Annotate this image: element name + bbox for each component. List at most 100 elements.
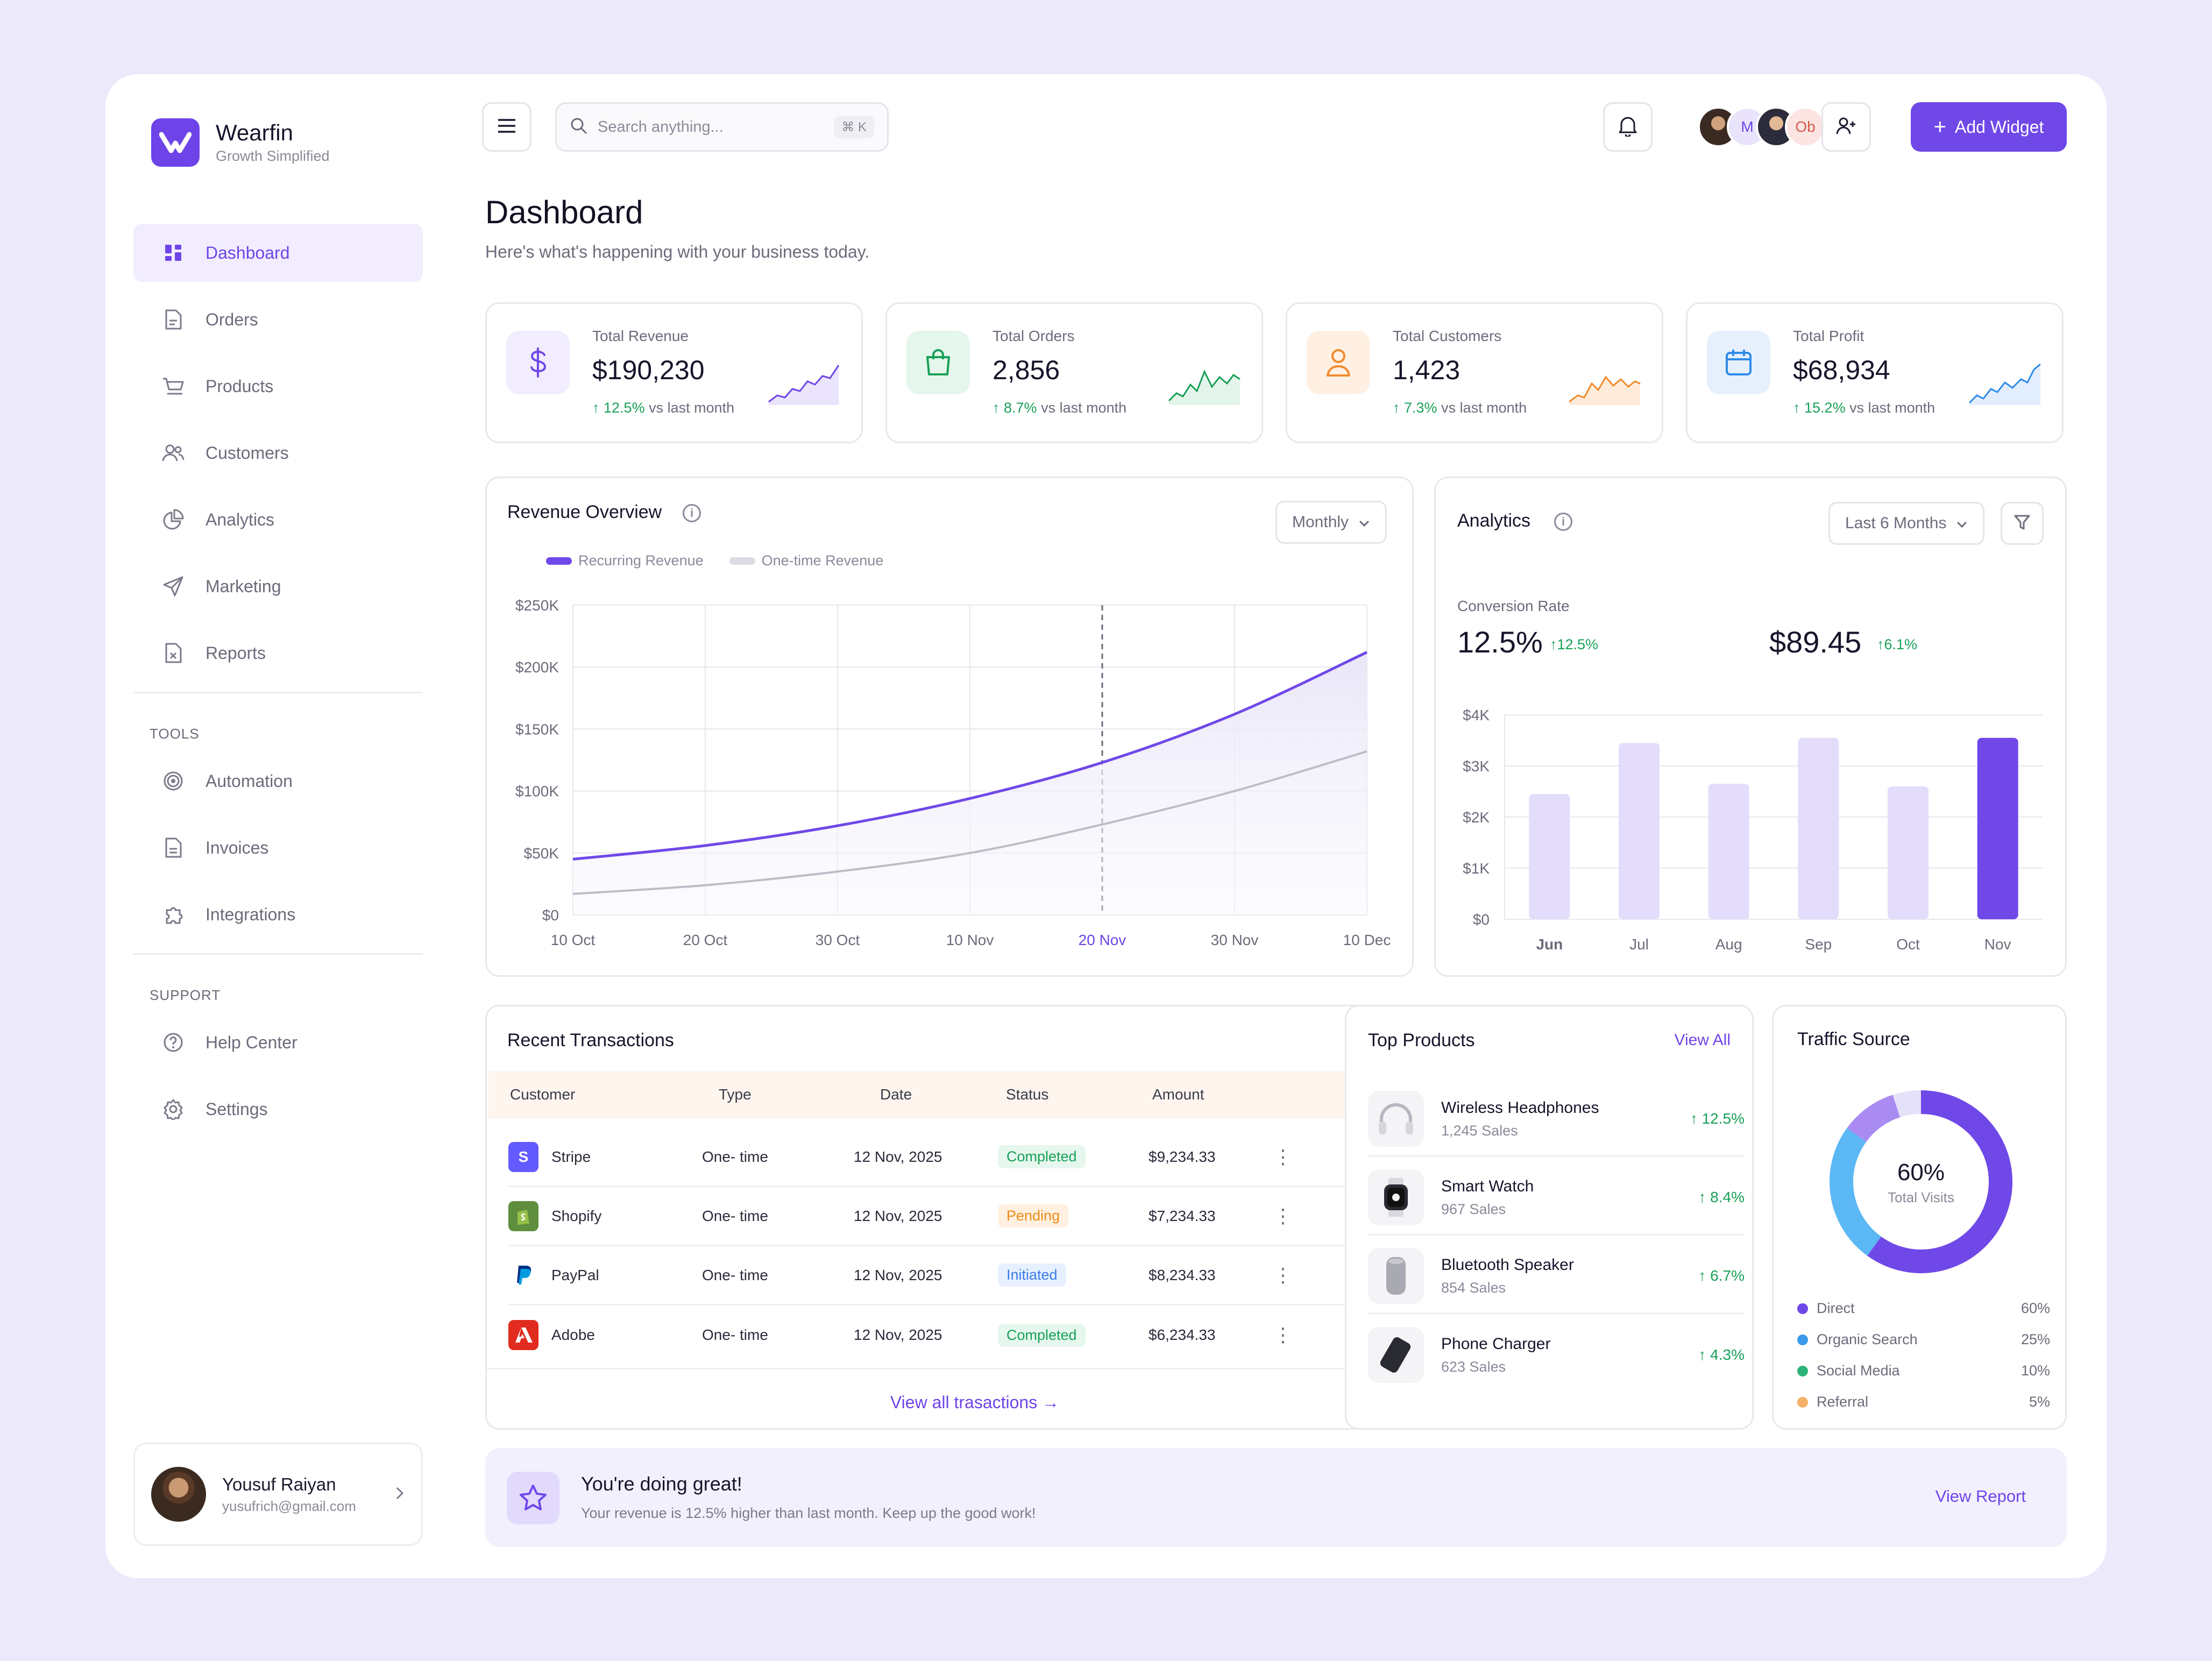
status-badge: Initiated — [998, 1264, 1066, 1287]
calendar-icon — [1707, 331, 1770, 394]
arrow-up-icon: ↑ — [992, 400, 1004, 416]
stat-card-orders[interactable]: Total Orders 2,856 ↑ 8.7% vs last month — [885, 302, 1263, 443]
hamburger-icon — [496, 118, 517, 137]
report-icon — [161, 641, 185, 665]
sidebar-item-help-center[interactable]: Help Center — [133, 1013, 423, 1071]
stat-label: Total Customers — [1393, 328, 1502, 344]
sidebar-item-label: Settings — [205, 1099, 268, 1119]
x-tick-label: 10 Nov — [946, 932, 994, 948]
sidebar-item-invoices[interactable]: Invoices — [133, 819, 423, 877]
product-sales: 1,245 Sales — [1441, 1122, 1518, 1139]
info-icon[interactable]: i — [1554, 513, 1572, 531]
sidebar-item-orders[interactable]: Orders — [133, 290, 423, 349]
sidebar-item-automation[interactable]: Automation — [133, 752, 423, 810]
recent-transactions-card: Recent Transactions Customer Type Date S… — [485, 1005, 1464, 1430]
arrow-up-icon: ↑ — [1698, 1188, 1711, 1205]
dollar-icon — [506, 331, 570, 394]
traffic-donut-chart — [1830, 1090, 2012, 1273]
y-tick-label: $2K — [1463, 809, 1490, 826]
shopify-logo-icon — [508, 1201, 538, 1231]
transaction-amount: $7,234.33 — [1148, 1207, 1216, 1224]
brand[interactable]: Wearfin Growth Simplified — [151, 118, 330, 167]
metric-change: ↑12.5% — [1550, 636, 1599, 652]
add-user-button[interactable] — [1821, 102, 1871, 152]
table-row[interactable]: Adobe One- time 12 Nov, 2025 Completed $… — [508, 1305, 1444, 1365]
table-row[interactable]: PayPal One- time 12 Nov, 2025 Initiated … — [508, 1246, 1444, 1305]
sidebar-item-products[interactable]: Products — [133, 357, 423, 415]
list-item[interactable]: Bluetooth Speaker 854 Sales ↑ 6.7% — [1368, 1239, 1745, 1314]
stat-label: Total Orders — [992, 328, 1075, 344]
product-change: ↑ 12.5% — [1690, 1110, 1745, 1127]
table-row[interactable]: S Stripe One- time 12 Nov, 2025 Complete… — [508, 1128, 1444, 1187]
sidebar-item-customers[interactable]: Customers — [133, 424, 423, 482]
legend-item: Direct 60% — [1797, 1300, 2050, 1317]
stat-label: Total Profit — [1793, 328, 1864, 344]
period-dropdown[interactable]: Monthly — [1275, 501, 1387, 544]
filter-button[interactable] — [2001, 502, 2044, 545]
automation-icon — [161, 769, 185, 793]
success-banner: You're doing great! Your revenue is 12.5… — [485, 1448, 2067, 1547]
chevron-down-icon — [1956, 514, 1968, 533]
section-title-support: SUPPORT — [150, 987, 221, 1003]
sidebar-item-label: Orders — [205, 309, 258, 329]
brand-logo — [151, 118, 200, 167]
add-widget-button[interactable]: + Add Widget — [1911, 102, 2067, 152]
y-tick-label: $50K — [524, 845, 559, 862]
list-item[interactable]: Wireless Headphones 1,245 Sales ↑ 12.5% — [1368, 1082, 1745, 1157]
view-all-products-link[interactable]: View All — [1674, 1031, 1731, 1049]
menu-button[interactable] — [482, 102, 531, 152]
sidebar-item-reports[interactable]: Reports — [133, 624, 423, 682]
sidebar-item-label: Products — [205, 376, 274, 396]
x-tick-label: 10 Dec — [1343, 932, 1391, 948]
sidebar-item-marketing[interactable]: Marketing — [133, 557, 423, 615]
stat-card-revenue[interactable]: Total Revenue $190,230 ↑ 12.5% vs last m… — [485, 302, 863, 443]
avatar[interactable]: Ob — [1785, 107, 1826, 147]
column-header: Status — [1006, 1086, 1049, 1103]
sidebar-item-label: Analytics — [205, 509, 275, 529]
y-tick-label: $4K — [1463, 707, 1490, 723]
sidebar-item-analytics[interactable]: Analytics — [133, 491, 423, 549]
more-options-icon[interactable]: ⋮ — [1273, 1264, 1293, 1286]
plus-icon: + — [1933, 115, 1946, 139]
notifications-button[interactable] — [1603, 102, 1653, 152]
info-icon[interactable]: i — [683, 504, 701, 522]
sidebar-item-settings[interactable]: Settings — [133, 1080, 423, 1138]
stat-value: $190,230 — [592, 355, 705, 385]
stat-card-profit[interactable]: Total Profit $68,934 ↑ 15.2% vs last mon… — [1686, 302, 2064, 443]
y-tick-label: $200K — [515, 659, 559, 676]
legend-label: One-time Revenue — [761, 552, 884, 569]
search-input[interactable] — [598, 118, 834, 136]
analytics-card: Analytics i Last 6 Months Conversion Rat… — [1434, 477, 2067, 977]
more-options-icon[interactable]: ⋮ — [1273, 1324, 1293, 1346]
arrow-up-icon: ↑ — [1793, 400, 1805, 416]
bag-icon — [906, 331, 970, 394]
stat-value: 1,423 — [1393, 355, 1461, 385]
view-all-transactions-link[interactable]: View all trasactions → — [890, 1393, 1060, 1412]
add-user-icon — [1835, 116, 1857, 138]
team-avatars[interactable]: M Ob — [1698, 107, 1826, 147]
list-item[interactable]: Phone Charger 623 Sales ↑ 4.3% — [1368, 1317, 1745, 1393]
arrow-up-icon: ↑ — [592, 400, 604, 416]
more-options-icon[interactable]: ⋮ — [1273, 1204, 1293, 1227]
sidebar-item-label: Marketing — [205, 576, 281, 596]
sidebar-item-dashboard[interactable]: Dashboard — [133, 224, 423, 282]
stat-card-customers[interactable]: Total Customers 1,423 ↑ 7.3% vs last mon… — [1286, 302, 1663, 443]
adobe-logo-icon — [508, 1320, 538, 1350]
charger-icon — [1368, 1327, 1424, 1383]
chart-legend: Recurring Revenue One-time Revenue — [546, 552, 883, 569]
view-report-link[interactable]: View Report — [1935, 1487, 2026, 1506]
divider — [133, 953, 423, 955]
x-tick-label: Nov — [1984, 936, 2011, 953]
period-dropdown[interactable]: Last 6 Months — [1828, 502, 1985, 545]
user-profile-card[interactable]: Yousuf Raiyan yusufrich@gmail.com — [133, 1443, 423, 1546]
table-row[interactable]: Shopify One- time 12 Nov, 2025 Pending $… — [508, 1187, 1444, 1246]
arrow-up-icon: ↑ — [1690, 1110, 1702, 1127]
list-item[interactable]: Smart Watch 967 Sales ↑ 8.4% — [1368, 1160, 1745, 1236]
watch-icon — [1368, 1169, 1424, 1225]
user-icon — [1307, 331, 1370, 394]
sidebar-item-integrations[interactable]: Integrations — [133, 885, 423, 943]
y-tick-label: $100K — [515, 783, 559, 800]
more-options-icon[interactable]: ⋮ — [1273, 1145, 1293, 1168]
product-name: Wireless Headphones — [1441, 1098, 1599, 1117]
transaction-amount: $8,234.33 — [1148, 1266, 1216, 1283]
